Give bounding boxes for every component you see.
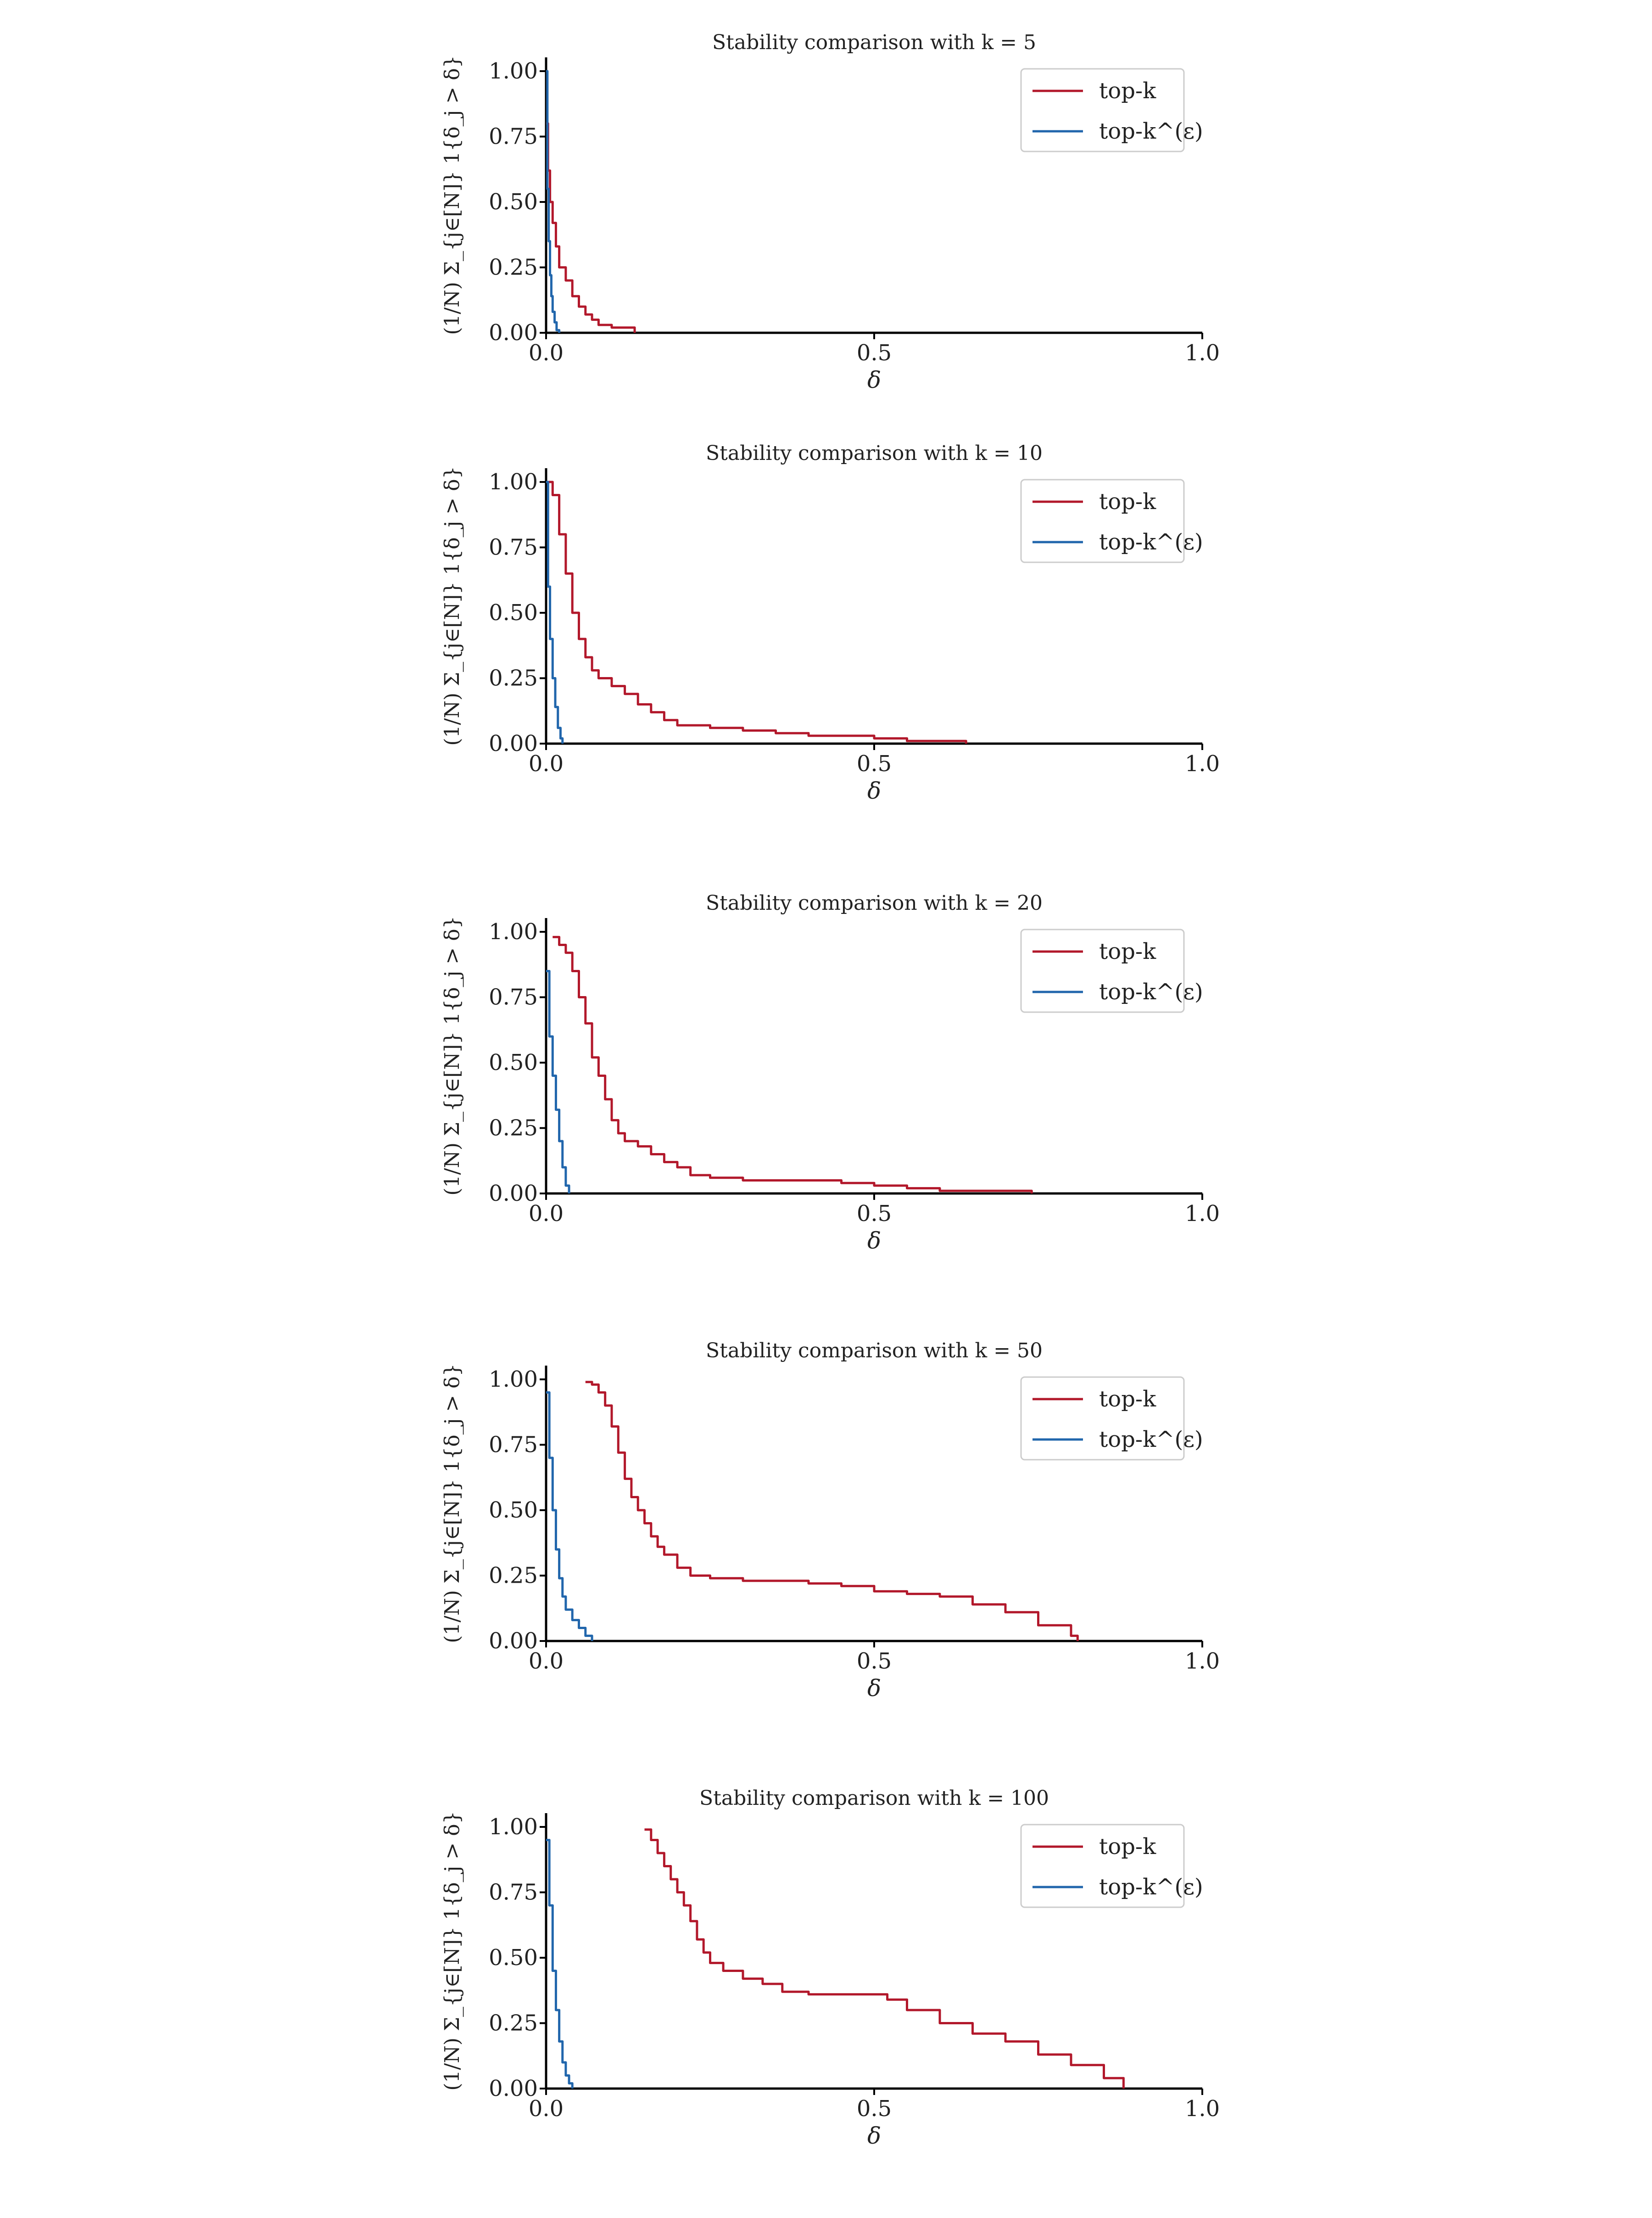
series-line-top-k: [553, 935, 1033, 1193]
y-tick-label: 0.75: [489, 124, 538, 150]
chart-panel-4: Stability comparison with k = 50 0.00 0.25…: [441, 1339, 1220, 1702]
x-tick-label: 1.0: [1185, 340, 1220, 366]
chart-title: Stability comparison with k = 100: [699, 1787, 1049, 1810]
y-tick-label: 0.50: [489, 1945, 538, 1971]
y-tick-label: 1.00: [489, 1814, 538, 1840]
y-tick-label: 0.00: [489, 1181, 538, 1206]
x-axis-label: δ: [867, 778, 881, 804]
legend-label: top-k: [1099, 489, 1156, 515]
x-tick-label: 0.5: [857, 1201, 892, 1227]
series-line-top-k-eps: [546, 70, 561, 333]
x-tick-label: 1.0: [1185, 1648, 1220, 1674]
y-tick-label: 0.50: [489, 600, 538, 626]
x-tick-label: 0.5: [857, 751, 892, 777]
y-tick-label: 0.75: [489, 535, 538, 560]
x-tick-label: 0.0: [529, 1648, 564, 1674]
series-line-top-k-eps: [546, 970, 570, 1193]
chart-title: Stability comparison with k = 10: [706, 442, 1043, 465]
x-axis-label: δ: [867, 1675, 881, 1702]
chart-title: Stability comparison with k = 20: [706, 891, 1043, 915]
legend-label: top-k^(ε): [1099, 1427, 1203, 1452]
y-tick-label: 1.00: [489, 919, 538, 945]
x-tick-label: 0.5: [857, 1648, 892, 1674]
series-line-top-k-eps: [546, 1391, 593, 1641]
y-axis-label: (1/N) Σ_{j∈[N]} 1{δ_j > δ}: [441, 916, 464, 1195]
y-tick-label: 1.00: [489, 469, 538, 495]
series-line-top-k: [644, 1828, 1125, 2089]
y-tick-label: 0.75: [489, 1880, 538, 1905]
legend-label: top-k: [1099, 1834, 1156, 1860]
y-tick-label: 0.75: [489, 1432, 538, 1458]
chart-title: Stability comparison with k = 50: [706, 1339, 1043, 1362]
x-tick-label: 0.0: [529, 2096, 564, 2122]
chart-panel-1: Stability comparison with k = 5 0.00 0.25 0…: [441, 31, 1220, 393]
series-line-top-k: [585, 1381, 1079, 1641]
y-tick-label: 0.00: [489, 320, 538, 346]
series-line-top-k: [546, 481, 967, 744]
legend-label: top-k: [1099, 939, 1156, 964]
y-tick-label: 0.25: [489, 2011, 538, 2036]
y-tick-label: 0.50: [489, 1497, 538, 1523]
y-tick-label: 0.25: [489, 255, 538, 280]
x-tick-label: 1.0: [1185, 2096, 1220, 2122]
x-axis-label: δ: [867, 367, 881, 393]
x-tick-label: 0.0: [529, 1201, 564, 1227]
y-tick-label: 0.00: [489, 1628, 538, 1654]
chart-panel-3: Stability comparison with k = 20 0.00 0.25…: [441, 891, 1220, 1254]
y-tick-label: 0.75: [489, 985, 538, 1010]
y-tick-label: 0.25: [489, 1115, 538, 1141]
y-tick-label: 0.00: [489, 2076, 538, 2101]
y-axis-label: (1/N) Σ_{j∈[N]} 1{δ_j > δ}: [441, 1811, 464, 2090]
x-tick-label: 0.0: [529, 340, 564, 366]
y-tick-label: 1.00: [489, 1367, 538, 1392]
series-line-top-k-eps: [546, 481, 564, 744]
legend-label: top-k^(ε): [1099, 979, 1203, 1005]
y-tick-label: 0.00: [489, 731, 538, 756]
x-tick-label: 0.5: [857, 340, 892, 366]
x-tick-label: 1.0: [1185, 751, 1220, 777]
legend-label: top-k^(ε): [1099, 529, 1203, 555]
chart-panel-5: Stability comparison with k = 100 0.00 0.2…: [441, 1787, 1220, 2149]
legend-label: top-k^(ε): [1099, 1874, 1203, 1900]
x-tick-label: 1.0: [1185, 1201, 1220, 1227]
chart-panel-2: Stability comparison with k = 10 0.00 0.25…: [441, 442, 1220, 804]
legend-label: top-k^(ε): [1099, 118, 1203, 144]
y-tick-label: 0.50: [489, 1050, 538, 1075]
y-tick-label: 0.50: [489, 189, 538, 215]
y-tick-label: 0.25: [489, 666, 538, 691]
x-tick-label: 0.0: [529, 751, 564, 777]
y-axis-label: (1/N) Σ_{j∈[N]} 1{δ_j > δ}: [441, 1363, 464, 1643]
y-tick-label: 0.25: [489, 1563, 538, 1589]
x-axis-label: δ: [867, 1227, 881, 1254]
legend-label: top-k: [1099, 78, 1156, 104]
legend-label: top-k: [1099, 1386, 1156, 1412]
chart-title: Stability comparison with k = 5: [712, 31, 1036, 54]
x-axis-label: δ: [867, 2123, 881, 2149]
y-axis-label: (1/N) Σ_{j∈[N]} 1{δ_j > δ}: [441, 55, 464, 335]
series-line-top-k-eps: [546, 1839, 574, 2089]
series-line-top-k: [546, 122, 636, 333]
x-tick-label: 0.5: [857, 2096, 892, 2122]
y-tick-label: 1.00: [489, 58, 538, 84]
y-axis-label: (1/N) Σ_{j∈[N]} 1{δ_j > δ}: [441, 466, 464, 745]
